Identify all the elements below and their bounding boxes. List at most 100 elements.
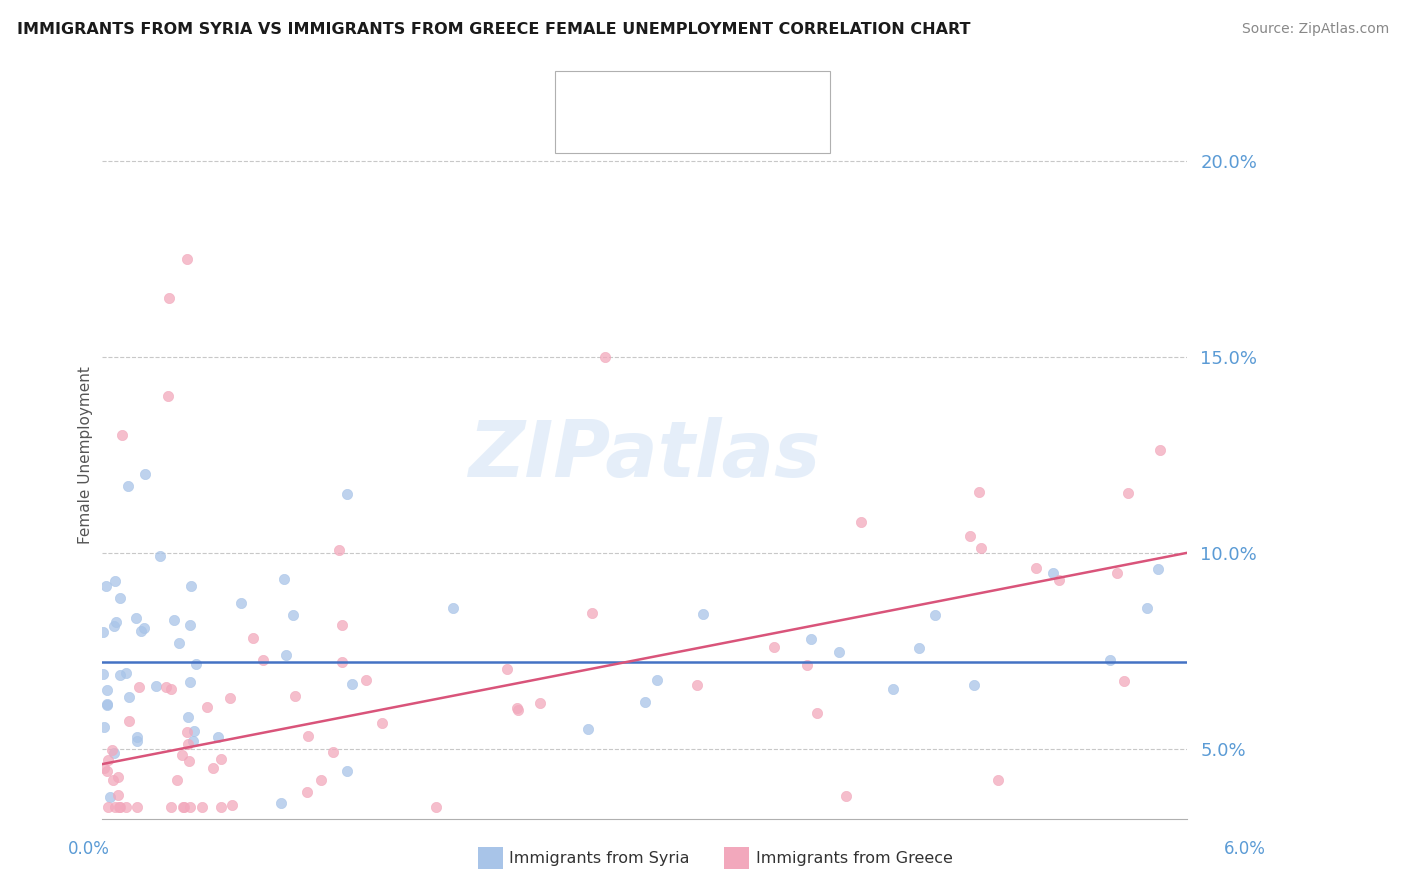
- Point: [132, 621, 155, 635]
- Point: [127, 800, 149, 814]
- Point: [595, 350, 617, 364]
- Point: [104, 800, 127, 814]
- Point: [882, 681, 904, 696]
- Point: [283, 607, 305, 622]
- Text: Source: ZipAtlas.com: Source: ZipAtlas.com: [1241, 22, 1389, 37]
- Text: IMMIGRANTS FROM SYRIA VS IMMIGRANTS FROM GREECE FEMALE UNEMPLOYMENT CORRELATION : IMMIGRANTS FROM SYRIA VS IMMIGRANTS FROM…: [17, 22, 970, 37]
- Point: [211, 752, 233, 766]
- Text: 58: 58: [759, 87, 785, 104]
- Y-axis label: Female Unemployment: Female Unemployment: [79, 366, 93, 544]
- Point: [270, 797, 292, 811]
- Point: [330, 617, 353, 632]
- Point: [1149, 442, 1171, 457]
- Point: [96, 698, 118, 712]
- Point: [441, 600, 464, 615]
- Point: [115, 800, 138, 814]
- Point: [177, 755, 200, 769]
- Point: [1105, 566, 1128, 580]
- Point: [371, 716, 394, 731]
- Point: [970, 541, 993, 555]
- Point: [201, 761, 224, 775]
- Point: [908, 640, 931, 655]
- Point: [103, 747, 125, 761]
- Point: [849, 515, 872, 529]
- Point: [124, 611, 146, 625]
- Point: [959, 528, 981, 542]
- Point: [496, 663, 519, 677]
- Point: [96, 682, 118, 697]
- Point: [172, 800, 194, 814]
- Point: [117, 714, 139, 729]
- Text: N =: N =: [710, 87, 762, 104]
- Point: [104, 574, 127, 588]
- Point: [328, 542, 350, 557]
- Point: [97, 753, 120, 767]
- Point: [633, 695, 655, 709]
- Point: [219, 690, 242, 705]
- Point: [581, 606, 603, 620]
- Point: [96, 698, 118, 712]
- Point: [104, 615, 127, 629]
- Point: [987, 772, 1010, 787]
- Point: [176, 737, 198, 751]
- Point: [336, 487, 359, 501]
- Point: [356, 673, 378, 688]
- Point: [506, 701, 529, 715]
- Text: 72: 72: [759, 116, 785, 134]
- Text: Immigrants from Greece: Immigrants from Greece: [756, 851, 953, 865]
- Point: [94, 579, 117, 593]
- Point: [508, 703, 530, 717]
- Point: [103, 619, 125, 633]
- Point: [425, 800, 447, 814]
- Point: [800, 632, 823, 647]
- Text: Immigrants from Syria: Immigrants from Syria: [509, 851, 689, 865]
- Point: [108, 591, 131, 606]
- Point: [179, 618, 201, 632]
- Point: [762, 640, 785, 655]
- Text: R =: R =: [607, 87, 647, 104]
- Point: [115, 665, 138, 680]
- Point: [155, 681, 177, 695]
- Point: [107, 770, 129, 784]
- Point: [93, 761, 115, 775]
- Point: [179, 675, 201, 690]
- Point: [221, 797, 243, 812]
- Point: [1118, 485, 1140, 500]
- Point: [166, 773, 188, 788]
- Point: [969, 484, 991, 499]
- Point: [97, 800, 120, 814]
- Point: [924, 608, 946, 623]
- Point: [242, 631, 264, 645]
- Point: [191, 800, 214, 814]
- Point: [273, 572, 295, 586]
- Text: N =: N =: [710, 116, 762, 134]
- Point: [340, 677, 363, 691]
- Point: [1147, 562, 1170, 576]
- Point: [160, 682, 183, 697]
- Point: [229, 596, 252, 610]
- Point: [134, 467, 156, 482]
- Point: [93, 720, 115, 734]
- Point: [127, 734, 149, 748]
- Point: [685, 678, 707, 692]
- Point: [145, 679, 167, 693]
- Text: 0.329: 0.329: [647, 116, 703, 134]
- Point: [108, 800, 131, 814]
- Point: [156, 389, 179, 403]
- Point: [1099, 653, 1122, 667]
- Point: [101, 743, 124, 757]
- Point: [157, 291, 180, 305]
- Point: [149, 549, 172, 563]
- Point: [828, 645, 851, 659]
- Point: [163, 614, 186, 628]
- Point: [309, 773, 332, 788]
- Point: [186, 657, 208, 672]
- Point: [108, 800, 131, 814]
- Point: [1042, 566, 1064, 581]
- Point: [108, 668, 131, 682]
- Point: [274, 648, 297, 662]
- Point: [252, 653, 274, 667]
- Point: [103, 772, 125, 787]
- Point: [529, 696, 551, 710]
- Point: [796, 658, 818, 673]
